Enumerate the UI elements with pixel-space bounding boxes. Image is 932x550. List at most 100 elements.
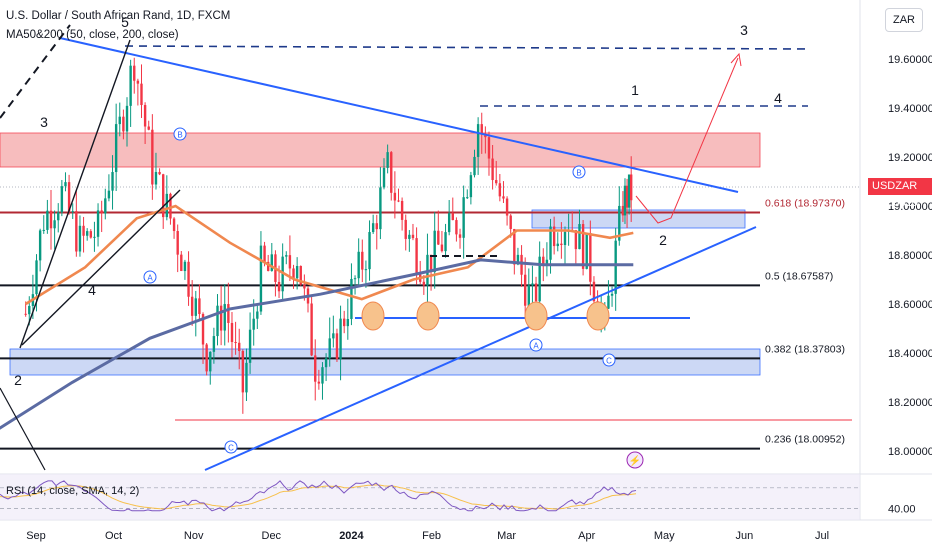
candle-body <box>545 259 549 264</box>
swing-low-marker[interactable] <box>524 301 548 331</box>
currency-button[interactable]: ZAR <box>885 8 923 32</box>
candle-body <box>151 129 154 185</box>
candle-body <box>404 219 407 239</box>
candle-body <box>542 256 545 264</box>
candle-body <box>165 193 169 218</box>
x-tick-label: Sep <box>26 530 46 542</box>
candle-body <box>133 65 136 81</box>
candle-body <box>75 211 78 252</box>
abc-label: A <box>147 274 153 283</box>
candle-body <box>629 174 633 201</box>
rsi-legend[interactable]: RSI (14, close, SMA, 14, 2) <box>6 485 140 497</box>
candle-body <box>107 190 111 199</box>
candle-body <box>393 192 397 201</box>
candle-body <box>285 255 288 257</box>
candle-body <box>125 105 129 132</box>
candle-body <box>198 298 201 315</box>
candle-body <box>516 254 520 265</box>
candle-body <box>534 283 538 302</box>
candle-body <box>422 281 426 286</box>
candle-body <box>328 338 331 359</box>
candle-body <box>469 175 473 198</box>
abc-marker[interactable] <box>602 353 616 367</box>
swing-low-marker[interactable] <box>586 301 610 331</box>
candle-body <box>93 236 96 238</box>
candle-body <box>386 152 389 168</box>
candle-body <box>552 226 556 247</box>
ma200-line[interactable] <box>0 258 634 432</box>
ascending-trendline[interactable] <box>204 226 757 471</box>
candle-body <box>292 268 295 279</box>
candle-body <box>437 230 440 245</box>
candle-body <box>38 230 42 261</box>
candle-body <box>458 234 462 238</box>
abc-marker[interactable] <box>529 338 543 352</box>
candle-body <box>531 283 534 286</box>
swing-low-marker[interactable] <box>361 301 385 331</box>
candle-body <box>382 167 386 188</box>
candle-body <box>118 116 121 125</box>
current-price-tag: USDZAR 19.06610 <box>868 178 932 209</box>
y-tick-label: 19.20000 <box>888 152 932 164</box>
candle-body <box>625 185 629 208</box>
abc-marker[interactable] <box>572 165 586 179</box>
candle-body <box>473 156 476 176</box>
candle-body <box>350 278 353 320</box>
swing-low-marker[interactable] <box>416 301 440 331</box>
candle-body <box>96 210 100 237</box>
candle-body <box>303 284 306 289</box>
resistance-zone[interactable] <box>0 132 761 168</box>
candle-body <box>238 342 241 351</box>
candle-body <box>219 305 223 331</box>
support-zone[interactable] <box>9 348 761 376</box>
candle-body <box>513 228 516 265</box>
candle-body <box>440 244 444 252</box>
candle-body <box>502 196 505 199</box>
candle-body <box>111 172 114 191</box>
candle-body <box>82 225 85 236</box>
wave-projection-line <box>0 24 71 119</box>
candle-body <box>618 205 621 241</box>
candle-body <box>154 171 158 185</box>
candle-body <box>28 305 31 315</box>
candle-body <box>324 358 328 368</box>
descending-trendline[interactable] <box>59 37 739 193</box>
candle-body <box>288 255 292 269</box>
candle-body <box>480 124 483 135</box>
wave-label: 3 <box>40 114 48 130</box>
event-icon[interactable] <box>626 451 644 469</box>
ma50-line[interactable] <box>25 204 634 306</box>
wave-label: 4 <box>774 90 782 106</box>
rsi-line[interactable] <box>0 480 637 512</box>
y-tick-label: 19.60000 <box>888 54 932 66</box>
abc-marker[interactable] <box>224 440 238 454</box>
rsi-sma-line <box>0 484 637 510</box>
candle-body <box>353 278 357 280</box>
candle-body <box>397 200 400 202</box>
candle-body <box>78 225 82 252</box>
ma-legend[interactable]: MA50&200 (50, close, 200, close) <box>6 29 179 41</box>
candle-body <box>332 333 335 339</box>
candle-body <box>563 231 567 246</box>
channel-line-lower <box>21 189 181 346</box>
candle-body <box>85 231 89 236</box>
candle-body <box>169 193 172 219</box>
candle-body <box>205 344 208 372</box>
x-tick-label: 2024 <box>339 530 364 542</box>
candle-body <box>623 185 627 216</box>
target-line-3[interactable] <box>124 45 809 50</box>
rsi-band <box>0 474 860 520</box>
candle-body <box>346 319 350 327</box>
y-tick-label: 18.40000 <box>888 348 932 360</box>
target-zone[interactable] <box>531 209 746 229</box>
abc-label: C <box>606 357 612 366</box>
abc-marker[interactable] <box>143 270 157 284</box>
candle-body <box>505 198 509 216</box>
candle-body <box>589 233 592 282</box>
candle-body <box>592 281 596 302</box>
candle-body <box>263 245 266 262</box>
candle-body <box>429 254 433 273</box>
candle-body <box>607 295 610 309</box>
abc-marker[interactable] <box>173 127 187 141</box>
